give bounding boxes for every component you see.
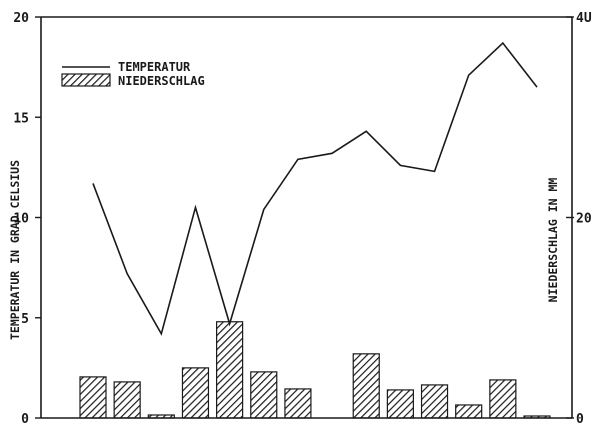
precipitation-bar [420,384,449,419]
precipitation-bar [489,379,517,419]
legend-label-temperature: TEMPERATUR [118,60,191,74]
precipitation-bar [216,321,244,419]
y-tick-label-left: 20 [13,11,29,26]
y-tick-label-right: 4U [576,11,592,26]
precipitation-bars [79,321,551,419]
precipitation-bar [455,404,483,419]
temperature-line [92,41,538,336]
precipitation-bar [113,381,141,419]
y-tick-label-left: 10 [13,212,29,227]
y-tick-label-right: 0 [576,412,584,427]
precipitation-bar [284,388,312,419]
y-axis-label-left: TEMPERATUR IN GRAD CELSIUS [8,160,22,340]
precipitation-bar [250,371,278,419]
legend-bar-swatch [61,73,111,87]
legend: TEMPERATUR NIEDERSCHLAG [61,60,205,88]
y-tick-label-left: 0 [21,412,29,427]
y-tick-label-right: 20 [576,212,592,227]
axes: 0 5 10 15 20 0 20 4U [13,11,591,427]
precipitation-bar [352,353,380,419]
y-tick-label-left: 15 [13,111,29,126]
legend-label-precipitation: NIEDERSCHLAG [118,74,205,88]
y-axis-label-right: NIEDERSCHLAG IN MM [546,178,560,303]
y-tick-label-left: 5 [21,312,29,327]
precipitation-bar [79,376,107,419]
precipitation-bar [181,367,210,419]
temperature-line-path [92,41,538,336]
precipitation-bar [386,389,414,419]
